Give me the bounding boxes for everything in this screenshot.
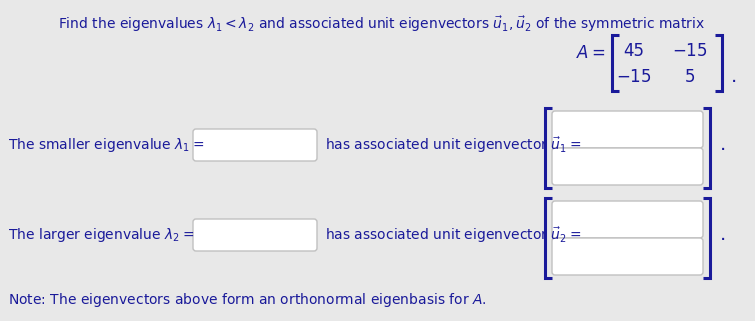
Text: The smaller eigenvalue $\lambda_1 =$: The smaller eigenvalue $\lambda_1 =$ — [8, 136, 205, 154]
Text: .: . — [731, 67, 737, 86]
FancyBboxPatch shape — [552, 238, 703, 275]
Text: 45: 45 — [624, 42, 645, 60]
Text: Note: The eigenvectors above form an orthonormal eigenbasis for $A$.: Note: The eigenvectors above form an ort… — [8, 291, 486, 309]
Text: The larger eigenvalue $\lambda_2 =$: The larger eigenvalue $\lambda_2 =$ — [8, 226, 194, 244]
Text: $-15$: $-15$ — [616, 68, 652, 86]
FancyBboxPatch shape — [552, 201, 703, 238]
Text: .: . — [720, 225, 726, 245]
Text: .: . — [720, 135, 726, 154]
Text: $-15$: $-15$ — [672, 42, 707, 60]
FancyBboxPatch shape — [193, 129, 317, 161]
Text: $A = $: $A = $ — [576, 44, 606, 62]
Text: has associated unit eigenvector $\vec{u}_1 =$: has associated unit eigenvector $\vec{u}… — [325, 135, 581, 155]
FancyBboxPatch shape — [552, 148, 703, 185]
Text: 5: 5 — [685, 68, 695, 86]
Text: has associated unit eigenvector $\vec{u}_2 =$: has associated unit eigenvector $\vec{u}… — [325, 225, 581, 245]
FancyBboxPatch shape — [193, 219, 317, 251]
FancyBboxPatch shape — [552, 111, 703, 148]
Text: Find the eigenvalues $\lambda_1 < \lambda_2$ and associated unit eigenvectors $\: Find the eigenvalues $\lambda_1 < \lambd… — [58, 14, 705, 34]
